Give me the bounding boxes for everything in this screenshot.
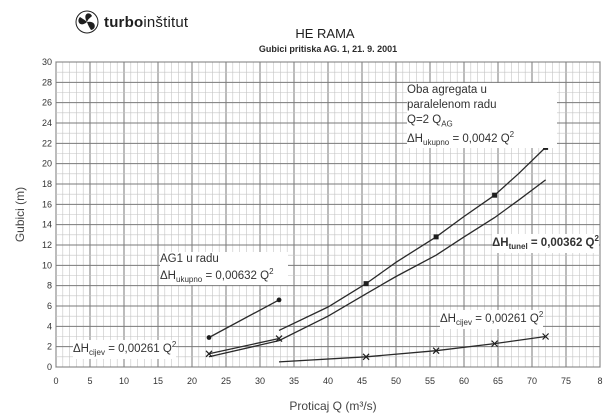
annotation-ag1-u-radu: AG1 u radu ΔHukupno = 0,00632 Q2 (160, 252, 288, 286)
chart-subtitle: Gubici pritiska AG. 1, 21. 9. 2001 (259, 44, 397, 54)
data-point-cijev_oba (491, 340, 499, 348)
annotation-tunel: ΔHtunel = 0,00362 Q2 (492, 234, 599, 253)
data-point-oba (433, 234, 439, 240)
annotation-oba-agregata: Oba agregata u paralelenom radu Q=2 QAG … (407, 83, 557, 149)
turbine-logo-icon (75, 10, 99, 34)
y-tick-label: 18 (42, 179, 52, 189)
annotation-ag1-line1: AG1 u radu (160, 253, 219, 265)
x-tick-label: 60 (459, 376, 469, 386)
data-point-oba (492, 192, 498, 198)
logo: turboinštitut (74, 8, 188, 36)
brand-name: turboinštitut (104, 13, 189, 31)
annotation-oba-line1: Oba agregata u (407, 84, 487, 96)
x-tick-label: 0 (53, 376, 58, 386)
y-tick-label: 0 (47, 362, 52, 372)
y-tick-label: 2 (47, 342, 52, 352)
x-tick-label: 55 (425, 376, 435, 386)
x-tick-label: 20 (187, 376, 197, 386)
data-point-cijev_oba (362, 353, 370, 361)
series-line-tunel (208, 179, 546, 358)
x-tick-label: 45 (357, 376, 367, 386)
annotation-cijev-left: ΔHcijev = 0,00261 Q2 (73, 340, 177, 359)
x-tick-label: 50 (391, 376, 401, 386)
x-tick-label: 25 (221, 376, 231, 386)
data-point-ag1 (276, 297, 282, 303)
x-axis-label: Proticaj Q (m³/s) (289, 399, 376, 413)
y-tick-label: 26 (42, 98, 52, 108)
chart-title: HE RAMA (295, 26, 355, 41)
annotation-oba-line4: ΔHukupno = 0,0042 Q2 (407, 129, 515, 147)
y-tick-label: 28 (42, 77, 52, 87)
y-tick-label: 30 (42, 57, 52, 67)
x-tick-label: 10 (119, 376, 129, 386)
y-tick-label: 12 (42, 240, 52, 250)
x-tick-label: 65 (493, 376, 503, 386)
annotation-oba-line3: Q=2 QAG (407, 113, 453, 129)
y-tick-label: 14 (42, 220, 52, 230)
y-tick-label: 6 (47, 301, 52, 311)
annotation-ag1-line2: ΔHukupno = 0,00632 Q2 (160, 266, 274, 285)
y-tick-label: 20 (42, 159, 52, 169)
x-tick-label: 30 (255, 376, 265, 386)
y-tick-label: 8 (47, 281, 52, 291)
y-tick-label: 10 (42, 260, 52, 270)
data-point-cijev_ag1 (205, 350, 213, 358)
x-tick-label: 75 (561, 376, 571, 386)
data-point-cijev_oba (542, 333, 550, 340)
x-tick-label: 40 (323, 376, 333, 386)
y-tick-label: 22 (42, 138, 52, 148)
y-axis-label: Gubici (m) (13, 187, 27, 242)
y-tick-label: 4 (47, 321, 52, 331)
y-tick-label: 16 (42, 199, 52, 209)
x-tick-label: 5 (87, 376, 92, 386)
y-tick-label: 24 (42, 118, 52, 128)
x-tick-label: 70 (527, 376, 537, 386)
annotation-oba-line2: paralelenom radu (407, 98, 497, 111)
annotation-cijev-right: ΔHcijev = 0,00261 Q2 (440, 310, 544, 329)
data-point-ag1 (206, 335, 212, 340)
data-point-oba (363, 281, 369, 287)
x-tick-label: 15 (153, 376, 163, 386)
x-tick-label: 35 (289, 376, 299, 386)
x-tick-label: 8 (597, 376, 602, 386)
data-point-cijev_oba (432, 347, 440, 355)
data-point-cijev_ag1 (275, 335, 283, 342)
series-line-ag1 (208, 299, 280, 339)
series-line-cijev_ag1 (208, 337, 280, 355)
